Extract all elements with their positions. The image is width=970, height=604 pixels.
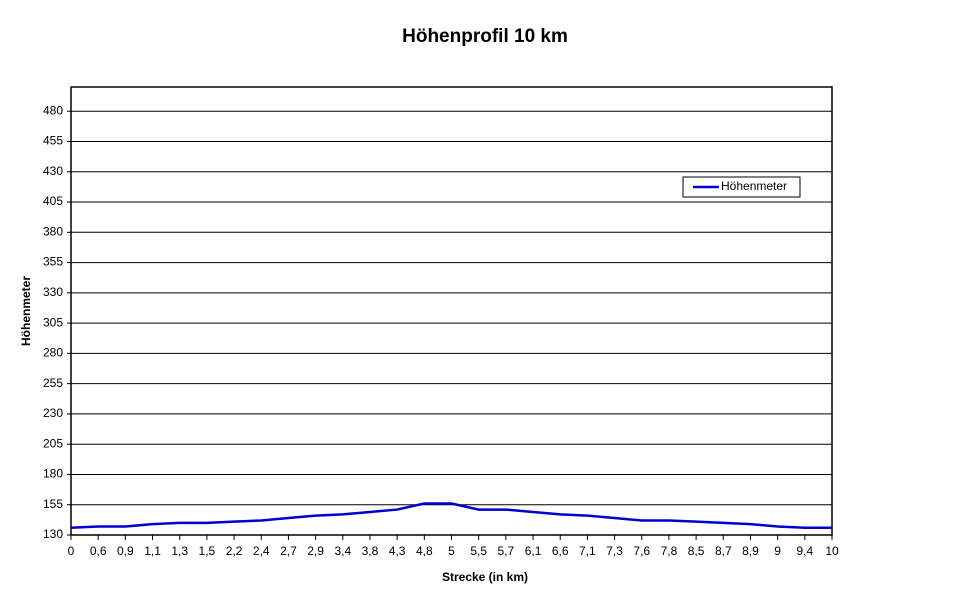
x-tick-label: 2,7 xyxy=(280,544,297,558)
x-tick-label: 6,1 xyxy=(525,544,542,558)
y-tick-label: 430 xyxy=(43,164,63,178)
y-tick-label: 380 xyxy=(43,224,63,238)
x-tick-label: 1,3 xyxy=(171,544,188,558)
y-tick-label: 130 xyxy=(43,527,63,541)
y-tick-label: 205 xyxy=(43,436,63,450)
y-tick-label: 405 xyxy=(43,194,63,208)
x-tick-label: 0,9 xyxy=(117,544,134,558)
y-tick-label: 330 xyxy=(43,285,63,299)
x-tick-label: 0 xyxy=(68,544,75,558)
y-tick-label: 480 xyxy=(43,103,63,117)
y-tick-label: 155 xyxy=(43,497,63,511)
x-tick-label: 2,2 xyxy=(226,544,243,558)
y-tick-label: 280 xyxy=(43,346,63,360)
y-tick-label: 230 xyxy=(43,406,63,420)
x-tick-label: 1,1 xyxy=(144,544,161,558)
x-tick-label: 1,5 xyxy=(199,544,216,558)
x-tick-label: 7,3 xyxy=(606,544,623,558)
x-tick-label: 9,4 xyxy=(796,544,813,558)
x-tick-label: 4,3 xyxy=(389,544,406,558)
x-tick-label: 3,8 xyxy=(362,544,379,558)
x-tick-label: 0,6 xyxy=(90,544,107,558)
y-axis-title: Höhenmeter xyxy=(19,276,33,346)
y-tick-label: 255 xyxy=(43,376,63,390)
x-tick-label: 4,8 xyxy=(416,544,433,558)
y-tick-label: 455 xyxy=(43,134,63,148)
y-tick-label: 355 xyxy=(43,255,63,269)
x-tick-label: 8,9 xyxy=(742,544,759,558)
x-tick-label: 2,9 xyxy=(307,544,324,558)
x-tick-label: 8,7 xyxy=(715,544,732,558)
x-tick-label: 10 xyxy=(825,544,839,558)
x-tick-label: 6,6 xyxy=(552,544,569,558)
x-tick-label: 2,4 xyxy=(253,544,270,558)
x-tick-label: 9 xyxy=(774,544,781,558)
x-tick-label: 5,5 xyxy=(470,544,487,558)
y-tick-label: 305 xyxy=(43,315,63,329)
x-tick-label: 5,7 xyxy=(498,544,515,558)
y-tick-label: 180 xyxy=(43,467,63,481)
x-tick-label: 8,5 xyxy=(688,544,705,558)
x-tick-label: 7,1 xyxy=(579,544,596,558)
x-tick-label: 7,6 xyxy=(633,544,650,558)
x-tick-label: 5 xyxy=(448,544,455,558)
legend-label: Höhenmeter xyxy=(721,179,787,193)
data-line xyxy=(70,502,832,529)
x-tick-label: 3,4 xyxy=(334,544,351,558)
chart-title: Höhenprofil 10 km xyxy=(402,26,568,47)
x-tick-label: 7,8 xyxy=(661,544,678,558)
legend-box xyxy=(682,176,801,198)
x-axis-title: Strecke (in km) xyxy=(442,570,528,584)
